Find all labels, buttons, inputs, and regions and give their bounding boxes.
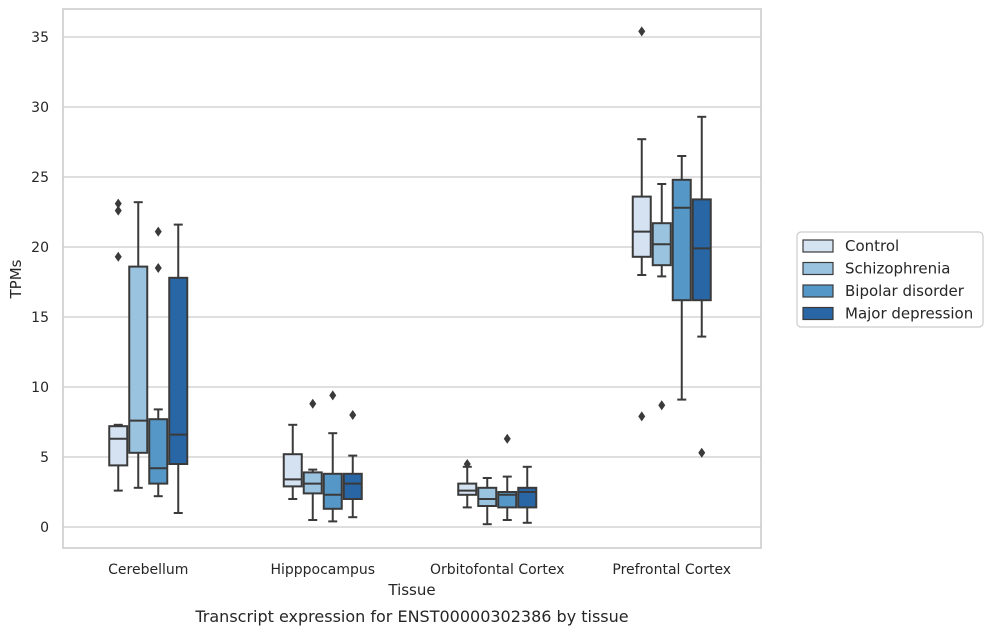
box-control [457, 459, 478, 509]
box-iqr [671, 178, 692, 302]
legend-label: Control [845, 237, 899, 255]
legend-label: Schizophrenia [845, 260, 950, 278]
y-tick-labels: 0 5 10 15 20 25 30 35 [31, 30, 49, 536]
outlier-point [114, 251, 122, 262]
outlier-point [463, 459, 471, 469]
box-iqr [108, 425, 129, 467]
outlier-point [114, 198, 122, 209]
box-iqr [148, 418, 169, 485]
box-control [282, 423, 303, 500]
legend-label: Major depression [845, 305, 973, 323]
box-iqr [691, 198, 712, 302]
box-schizophrenia [651, 183, 672, 411]
box-schizophrenia [128, 201, 149, 489]
box-iqr [497, 491, 518, 509]
x-tick-label: Orbitofontal Cortex [430, 562, 565, 578]
legend-swatch [802, 284, 834, 298]
y-tick-label: 5 [40, 450, 49, 466]
x-tick-label: Cerebellum [108, 562, 188, 578]
box-iqr [168, 276, 189, 465]
box-iqr [457, 482, 478, 496]
outlier-point [638, 26, 646, 37]
box-iqr [128, 265, 149, 454]
y-tick-label: 0 [40, 520, 49, 536]
outlier-point [154, 226, 162, 237]
legend-label: Bipolar disorder [845, 282, 965, 300]
plot-frame [62, 8, 762, 549]
y-axis-title: TPMs [7, 259, 25, 299]
outlier-point [309, 398, 317, 409]
box-iqr [322, 472, 343, 510]
outlier-point [503, 433, 511, 444]
box-control [631, 26, 652, 422]
box-schizophrenia [477, 477, 498, 526]
y-tick-label: 30 [31, 100, 49, 116]
box-bipolar-disorder [322, 390, 343, 523]
box-bipolar-disorder [497, 433, 518, 521]
outlier-point [154, 263, 162, 273]
y-tick-label: 15 [31, 310, 49, 326]
y-tick-label: 20 [31, 240, 49, 256]
y-tick-label: 35 [31, 30, 49, 46]
box-iqr [282, 453, 303, 488]
legend-swatch [802, 239, 834, 253]
legend: Control Schizophrenia Bipolar disorder Majo… [796, 231, 984, 328]
outlier-point [329, 390, 337, 401]
box-schizophrenia [302, 398, 323, 521]
x-tick-labels: Cerebellum Hipppocampus Orbitofontal Corte… [108, 562, 731, 578]
y-tick-label: 10 [31, 380, 49, 396]
x-tick-label: Hipppocampus [270, 562, 375, 578]
box-major-depression [342, 410, 363, 519]
outlier-point [638, 411, 646, 422]
legend-swatch [802, 261, 834, 276]
legend-frame [796, 231, 984, 328]
y-tick-label: 25 [31, 170, 49, 186]
box-control [108, 198, 129, 492]
box-bipolar-disorder [148, 226, 169, 498]
chart-caption: Transcript expression for ENST0000030238… [194, 607, 628, 626]
outlier-point [349, 410, 357, 420]
box-iqr [517, 486, 538, 509]
box-major-depression [168, 223, 189, 514]
box-iqr [342, 472, 363, 500]
box-major-depression [691, 115, 712, 458]
outlier-point [698, 447, 706, 458]
outlier-point [658, 400, 666, 411]
box-iqr [631, 195, 652, 258]
x-tick-label: Prefrontal Cortex [612, 562, 731, 578]
x-axis-title: Tissue [387, 581, 435, 599]
outlier-point [114, 205, 122, 216]
legend-swatch [802, 306, 834, 321]
box-bipolar-disorder [671, 155, 692, 401]
boxes [108, 26, 712, 526]
box-major-depression [517, 465, 538, 524]
box-iqr [477, 486, 498, 507]
